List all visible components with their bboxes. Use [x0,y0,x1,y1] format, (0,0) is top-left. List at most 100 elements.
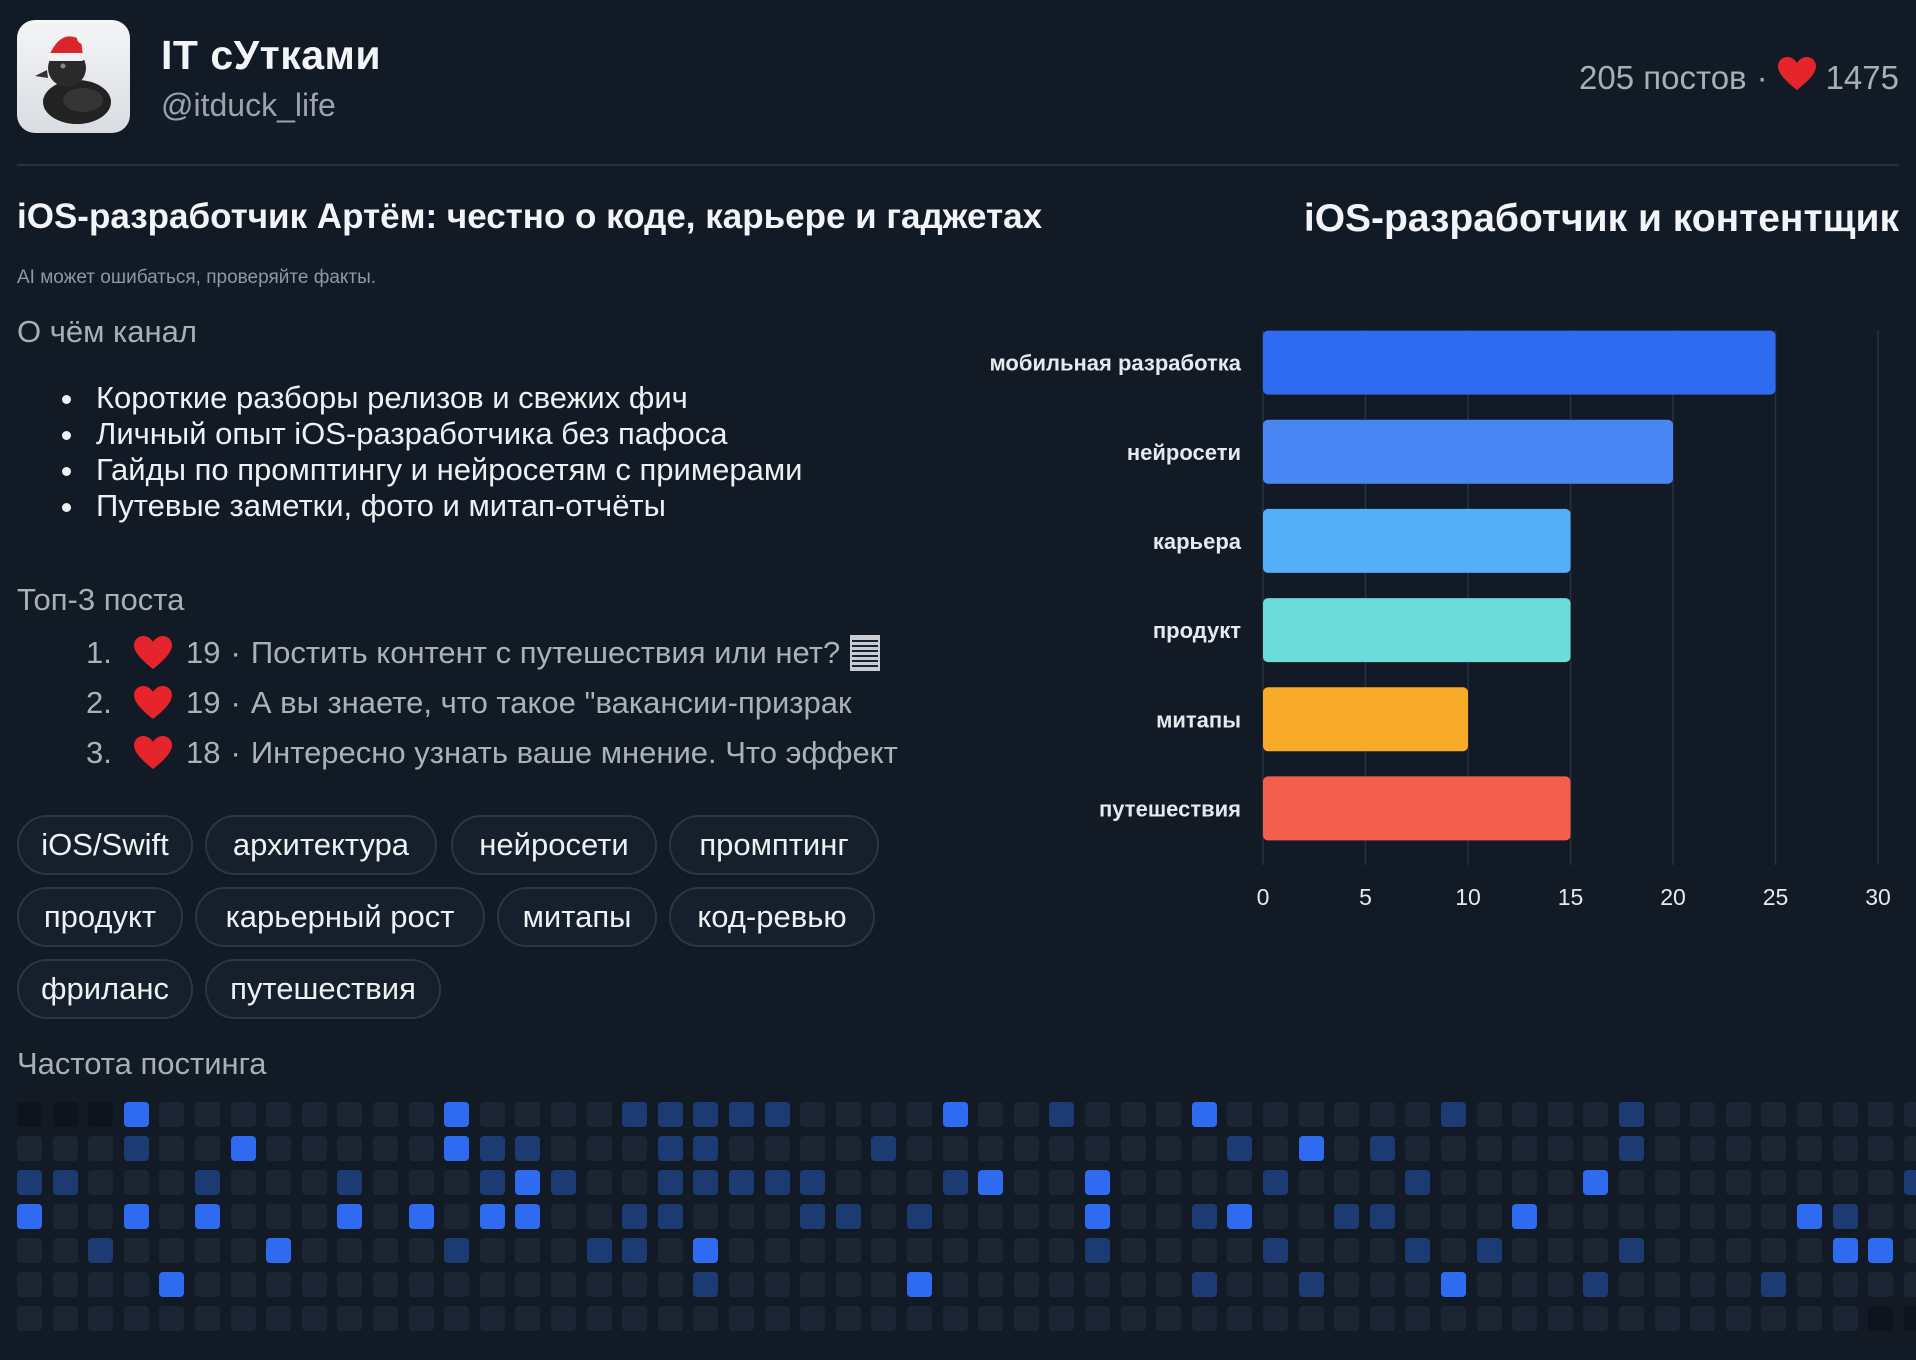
heatmap-cell [1690,1204,1716,1229]
heatmap-cell [729,1204,754,1229]
tag-chip[interactable]: промптинг [669,815,879,875]
bar[interactable] [1263,776,1571,841]
heatmap-cell [88,1170,114,1195]
bar[interactable] [1263,419,1673,484]
heatmap-cell [230,1170,256,1195]
heatmap-cell [17,1102,42,1127]
tag-chip[interactable]: код-ревью [669,887,875,947]
heatmap-cell [88,1272,114,1297]
heatmap-cell [301,1272,327,1297]
heatmap-cell [871,1272,897,1297]
heatmap-cell [1725,1170,1751,1195]
heatmap-cell [1619,1136,1644,1161]
heatmap-cell [764,1238,790,1263]
tag-chip[interactable]: митапы [497,887,657,947]
heatmap-cell [1263,1102,1288,1127]
channel-name: IT сУтками [161,32,382,78]
tag-chip[interactable]: карьерный рост [195,887,485,947]
heart-icon [134,636,186,670]
heatmap-cell [337,1204,363,1229]
post-rank: 3. [86,735,112,770]
heart-icon [134,736,186,770]
heatmap-cell [1049,1238,1075,1263]
heatmap-cell [1547,1204,1573,1229]
tag-chip[interactable]: нейросети [451,815,657,875]
heatmap-cell [1832,1170,1858,1195]
heatmap-cell [159,1204,185,1229]
post-separator: · [230,635,241,670]
bar[interactable] [1263,330,1776,395]
heatmap-cell [1298,1136,1324,1161]
heatmap-cell [1405,1136,1431,1161]
heatmap-cell [479,1136,505,1161]
channel-handle[interactable]: @itduck_life [161,87,336,123]
heatmap-cell [764,1272,790,1297]
heatmap-cell [515,1136,541,1161]
heatmap-cell [408,1204,434,1229]
list-item: Короткие разборы релизов и свежих фич [60,380,802,416]
heatmap-cell [337,1272,363,1297]
heatmap-cell [693,1204,719,1229]
tag-chip[interactable]: iOS/Swift [17,815,193,875]
heatmap-cell [764,1102,790,1127]
bar[interactable] [1263,687,1468,752]
heatmap-cell [1263,1306,1288,1331]
heatmap-cell [1227,1204,1253,1229]
tag-chip[interactable]: фриланс [17,959,193,1019]
heatmap-cell [1049,1306,1075,1331]
heatmap-cell [1013,1102,1039,1127]
heatmap-cell [1441,1238,1466,1263]
post-likes: 18 [186,735,221,770]
heatmap-cell [907,1170,932,1195]
heatmap-cell [301,1306,327,1331]
heatmap-cell [1725,1238,1751,1263]
heatmap-cell [1298,1238,1324,1263]
top-post-item[interactable]: 1. 19 · Постить контент с путешествия ил… [86,628,898,678]
bar[interactable] [1263,508,1571,573]
heatmap-cell [871,1306,897,1331]
heatmap-cell [1512,1272,1538,1297]
heatmap-cell [1690,1238,1716,1263]
top-post-item[interactable]: 3. 18 · Интересно узнать ваше мнение. Чт… [86,728,898,778]
heatmap-cell [1690,1306,1716,1331]
avatar[interactable] [17,20,130,133]
heatmap-cell [764,1306,790,1331]
heatmap-cell [1725,1102,1751,1127]
heatmap-cell [1654,1204,1680,1229]
heatmap-cell [195,1272,220,1297]
heatmap-cell [1191,1102,1217,1127]
heatmap-cell [230,1272,256,1297]
topics-bar-chart: 0 5 10 15 20 25 30 мобильная разработка нейросет… [989,330,1891,910]
heatmap-cell [1761,1204,1787,1229]
heatmap-cell [764,1170,790,1195]
heatmap-cell [871,1170,897,1195]
heatmap-cell [800,1170,826,1195]
heatmap-cell [88,1238,114,1263]
heatmap-cell [266,1306,292,1331]
heatmap-cell [337,1136,363,1161]
heatmap-cell [1903,1306,1916,1331]
top-post-item[interactable]: 2. 19 · А вы знаете, что такое "вакансии… [86,678,898,728]
heatmap-cell [1512,1102,1538,1127]
heatmap-cell [1583,1272,1609,1297]
heatmap-cell [1903,1272,1916,1297]
list-item: Гайды по промптингу и нейросетям с приме… [60,452,802,488]
heatmap-cell [159,1170,185,1195]
heatmap-cell [622,1272,648,1297]
heatmap-cell [479,1102,505,1127]
heatmap-cell [1868,1136,1894,1161]
heatmap-cell [551,1204,576,1229]
tag-chip[interactable]: путешествия [205,959,441,1019]
heatmap-cell [1405,1238,1431,1263]
heatmap-cell [657,1272,683,1297]
x-tick-label: 15 [1558,884,1584,910]
tag-chip[interactable]: продукт [17,887,183,947]
heatmap-cell [515,1102,541,1127]
heatmap-cell [1797,1136,1822,1161]
heatmap-cell [1654,1170,1680,1195]
bar[interactable] [1263,598,1571,663]
tag-chip[interactable]: архитектура [205,815,437,875]
heatmap-cell [1013,1272,1039,1297]
x-tick-label: 30 [1865,884,1891,910]
heatmap-cell [835,1136,861,1161]
